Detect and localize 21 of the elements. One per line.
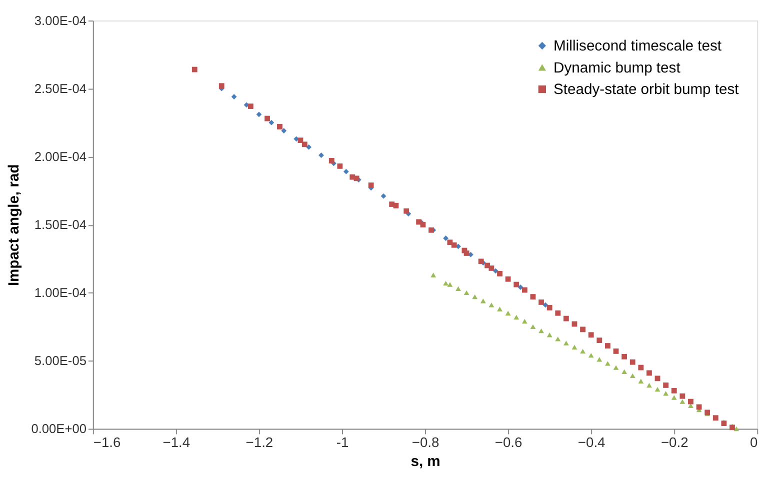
y-tick-label: 3.00E-04 <box>34 12 86 28</box>
legend-label: Millisecond timescale test <box>554 38 722 55</box>
x-tick-label: −1.2 <box>246 434 274 450</box>
legend-label: Dynamic bump test <box>554 60 680 76</box>
x-tick-label: -1 <box>336 434 349 450</box>
x-axis-title: s, m <box>410 454 440 470</box>
y-tick-label: 0.00E+00 <box>31 421 86 436</box>
y-tick-label: 2.00E-04 <box>34 149 86 164</box>
y-axis-title: Impact angle, rad <box>6 164 22 286</box>
x-tick-label: −1.6 <box>93 434 122 450</box>
x-tick-label: 0 <box>750 434 758 450</box>
x-tick-label: −0.2 <box>660 434 688 450</box>
x-tick-label: −0.6 <box>494 434 523 450</box>
y-tick-label: 1.00E-04 <box>34 285 86 300</box>
y-tick-label: 1.50E-04 <box>34 217 86 232</box>
x-tick-label: −0.4 <box>578 434 606 450</box>
x-tick-label: −0.8 <box>412 434 440 450</box>
legend-label: Steady-state orbit bump test <box>554 82 739 98</box>
y-tick-label: 2.50E-04 <box>34 81 86 96</box>
y-tick-label: 5.00E-05 <box>34 353 86 368</box>
x-tick-label: −1.4 <box>162 434 190 450</box>
